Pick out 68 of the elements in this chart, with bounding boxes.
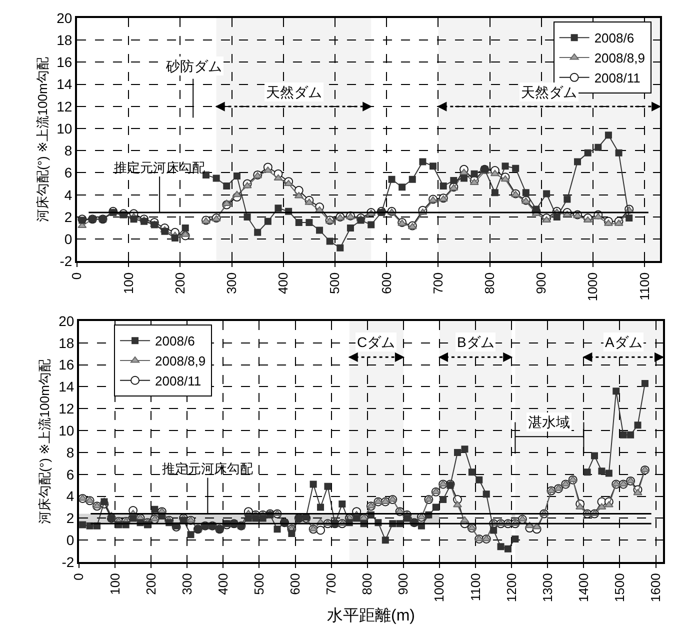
- x-tick-label: 800: [360, 573, 375, 595]
- y-tick-label: -2: [60, 253, 72, 270]
- y-tick-label: 6: [64, 164, 72, 181]
- y-tick-label: -2: [62, 554, 74, 570]
- legend-label: 2008/11: [155, 373, 202, 388]
- y-axis-title: 河床勾配(°) ※上流100m勾配: [35, 57, 50, 222]
- y-tick-label: 6: [66, 466, 74, 482]
- x-tick-label: 1000: [585, 272, 600, 302]
- x-tick-label: 700: [324, 573, 339, 595]
- x-tick-label: 800: [482, 272, 498, 294]
- x-tick-label: 900: [534, 272, 549, 294]
- y-tick-label: 18: [58, 334, 74, 351]
- x-tick-label: 0: [71, 573, 86, 580]
- x-tick-label: 600: [378, 272, 394, 294]
- x-tick-label: 100: [120, 272, 136, 294]
- y-tick-label: 0: [64, 230, 72, 247]
- x-tick-label: 100: [107, 573, 122, 595]
- legend-label: 2008/6: [594, 30, 634, 46]
- x-axis-title: 水平距離(m): [327, 606, 415, 624]
- x-tick-label: 1100: [636, 272, 652, 300]
- band-label: Bダム: [457, 334, 494, 350]
- y-tick-label: 4: [64, 186, 72, 203]
- band-label: Cダム: [357, 334, 396, 350]
- x-tick-label: 200: [143, 573, 158, 595]
- y-tick-label: 8: [66, 444, 74, 460]
- y-tick-label: 12: [56, 98, 72, 114]
- y-tick-label: 2: [66, 510, 74, 526]
- y-tick-label: 18: [56, 32, 72, 48]
- legend-label: 2008/8,9: [155, 354, 206, 369]
- legend-label: 2008/11: [594, 70, 640, 86]
- y-tick-label: 14: [58, 378, 74, 395]
- band-label: Aダム: [605, 334, 642, 350]
- x-tick-label: 1500: [612, 573, 627, 602]
- y-tick-label: 14: [56, 76, 72, 92]
- band-label: 湛水域: [528, 414, 570, 430]
- x-tick-label: 900: [396, 573, 411, 595]
- y-tick-label: 20: [58, 312, 74, 329]
- x-tick-label: 300: [224, 272, 240, 294]
- x-tick-label: 200: [172, 272, 188, 294]
- x-tick-label: 300: [179, 573, 194, 595]
- y-tick-label: 16: [58, 356, 74, 373]
- y-tick-label: 12: [58, 400, 74, 417]
- y-axis-title: 河床勾配(°) ※上流100m勾配: [37, 359, 52, 524]
- y-tick-label: 0: [66, 532, 74, 548]
- y-tick-label: 2: [64, 208, 72, 225]
- ref-line-label: 砂防ダム: [165, 58, 222, 74]
- x-tick-label: 400: [215, 573, 230, 595]
- x-tick-label: 500: [327, 272, 342, 294]
- band-label: 天然ダム: [521, 84, 577, 100]
- y-tick-label: 8: [64, 142, 72, 159]
- y-tick-label: 10: [56, 120, 72, 136]
- y-tick-label: 20: [56, 10, 72, 26]
- x-tick-label: 1600: [648, 573, 664, 602]
- x-tick-label: 1400: [576, 573, 591, 602]
- y-tick-label: 16: [56, 54, 72, 70]
- x-tick-label: 600: [288, 573, 303, 595]
- legend-label: 2008/8,9: [594, 50, 645, 66]
- band-label: 天然ダム: [266, 84, 322, 100]
- x-tick-label: 400: [276, 272, 291, 294]
- y-tick-label: 10: [58, 422, 74, 438]
- x-tick-label: 500: [251, 573, 266, 595]
- x-tick-label: 1200: [504, 573, 519, 602]
- x-tick-label: 1100: [468, 573, 483, 602]
- y-tick-label: 4: [66, 488, 74, 504]
- x-tick-label: 700: [430, 272, 446, 294]
- x-tick-label: 1000: [432, 573, 447, 602]
- legend-label: 2008/6: [155, 334, 195, 349]
- x-tick-label: 1300: [540, 573, 555, 602]
